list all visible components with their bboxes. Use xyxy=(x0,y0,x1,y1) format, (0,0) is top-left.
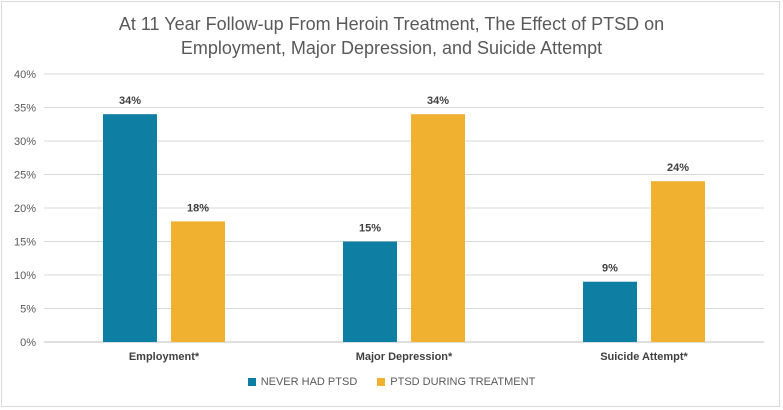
legend-swatch-ptsd-during-treatment xyxy=(377,378,386,386)
legend-item-ptsd-during-treatment: PTSD DURING TREATMENT xyxy=(377,376,535,388)
bar xyxy=(583,281,637,342)
y-tick-label: 5% xyxy=(20,304,36,316)
y-tick-label: 40% xyxy=(14,69,36,81)
data-label: 24% xyxy=(667,162,689,174)
x-category-label: Suicide Attempt* xyxy=(600,351,688,363)
bar xyxy=(103,114,157,342)
legend-swatch-never-had-ptsd xyxy=(247,378,256,386)
bar xyxy=(343,241,397,342)
x-category-label: Major Depression* xyxy=(356,351,453,363)
y-tick-label: 35% xyxy=(14,103,36,115)
data-label: 34% xyxy=(427,95,449,107)
chart-title: At 11 Year Follow-up From Heroin Treatme… xyxy=(0,12,783,60)
y-tick-label: 20% xyxy=(14,203,36,215)
y-tick-label: 25% xyxy=(14,170,36,182)
y-tick-label: 0% xyxy=(20,337,36,349)
bar xyxy=(411,114,465,342)
chart-title-line-2: Employment, Major Depression, and Suicid… xyxy=(180,38,603,58)
y-tick-label: 10% xyxy=(14,270,36,282)
chart-title-line-1: At 11 Year Follow-up From Heroin Treatme… xyxy=(118,14,665,34)
y-tick-label: 30% xyxy=(14,136,36,148)
bar xyxy=(171,221,225,342)
legend-label-ptsd-during-treatment: PTSD DURING TREATMENT xyxy=(390,376,536,388)
legend-label-never-had-ptsd: NEVER HAD PTSD xyxy=(260,376,358,388)
data-label: 9% xyxy=(602,263,618,275)
data-label: 34% xyxy=(119,95,141,107)
y-tick-label: 15% xyxy=(14,237,36,249)
legend-item-never-had-ptsd: NEVER HAD PTSD xyxy=(247,376,358,388)
data-label: 18% xyxy=(187,202,209,214)
bar xyxy=(651,181,705,342)
x-category-label: Employment* xyxy=(129,351,200,363)
legend: NEVER HAD PTSD PTSD DURING TREATMENT xyxy=(0,376,783,388)
data-label: 15% xyxy=(359,223,381,235)
